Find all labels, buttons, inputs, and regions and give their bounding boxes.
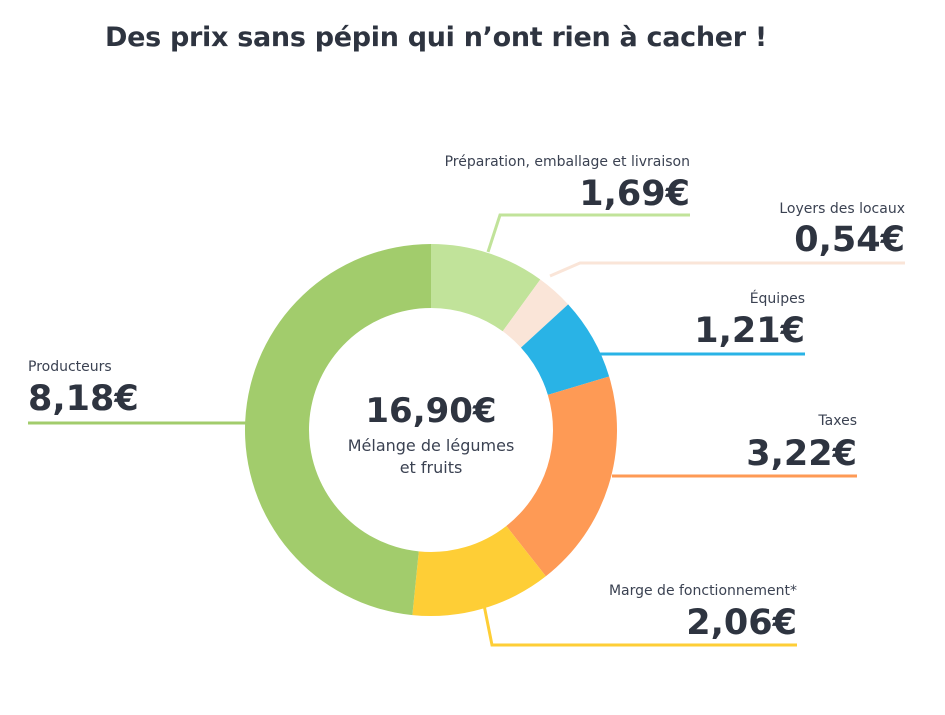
center-text-line-2: et fruits (400, 458, 463, 477)
slice-label-marge-de-fonctionnement: Marge de fonctionnement* (609, 583, 797, 599)
slice-label-producteurs: Producteurs (28, 359, 112, 375)
leader-lines (28, 213, 905, 647)
donut-slices (244, 244, 617, 616)
slice-value-preparation-emballage-et-livraison: 1,69€ (579, 174, 690, 214)
slice-equipes (520, 304, 610, 395)
slice-label-loyers-des-locaux: Loyers des locaux (779, 201, 905, 217)
slice-label-equipes: Équipes (750, 290, 805, 307)
center-text-line-1: Mélange de légumes (348, 436, 515, 455)
leader-line-loyers-des-locaux (549, 261, 905, 278)
center-total: 16,90€ (365, 391, 496, 431)
slice-label-taxes: Taxes (817, 413, 857, 429)
page-title: Des prix sans pépin qui n’ont rien à cac… (105, 22, 767, 53)
slice-value-producteurs: 8,18€ (28, 379, 139, 419)
slice-value-taxes: 3,22€ (746, 434, 857, 474)
slice-producteurs (244, 244, 431, 616)
slice-loyers-des-locaux (502, 279, 569, 348)
slice-label-preparation-emballage-et-livraison: Préparation, emballage et livraison (445, 154, 690, 170)
slice-labels: Préparation, emballage et livraison 1,69€… (28, 154, 905, 643)
slice-preparation-emballage-et-livraison (431, 244, 541, 332)
slice-value-equipes: 1,21€ (694, 311, 805, 351)
slice-value-marge-de-fonctionnement: 2,06€ (686, 603, 797, 643)
slice-taxes (506, 376, 617, 577)
leader-line-marge-de-fonctionnement (482, 604, 797, 647)
leader-line-preparation-emballage-et-livraison (486, 213, 690, 253)
slice-value-loyers-des-locaux: 0,54€ (794, 220, 905, 260)
slice-marge-de-fonctionnement (412, 525, 546, 616)
